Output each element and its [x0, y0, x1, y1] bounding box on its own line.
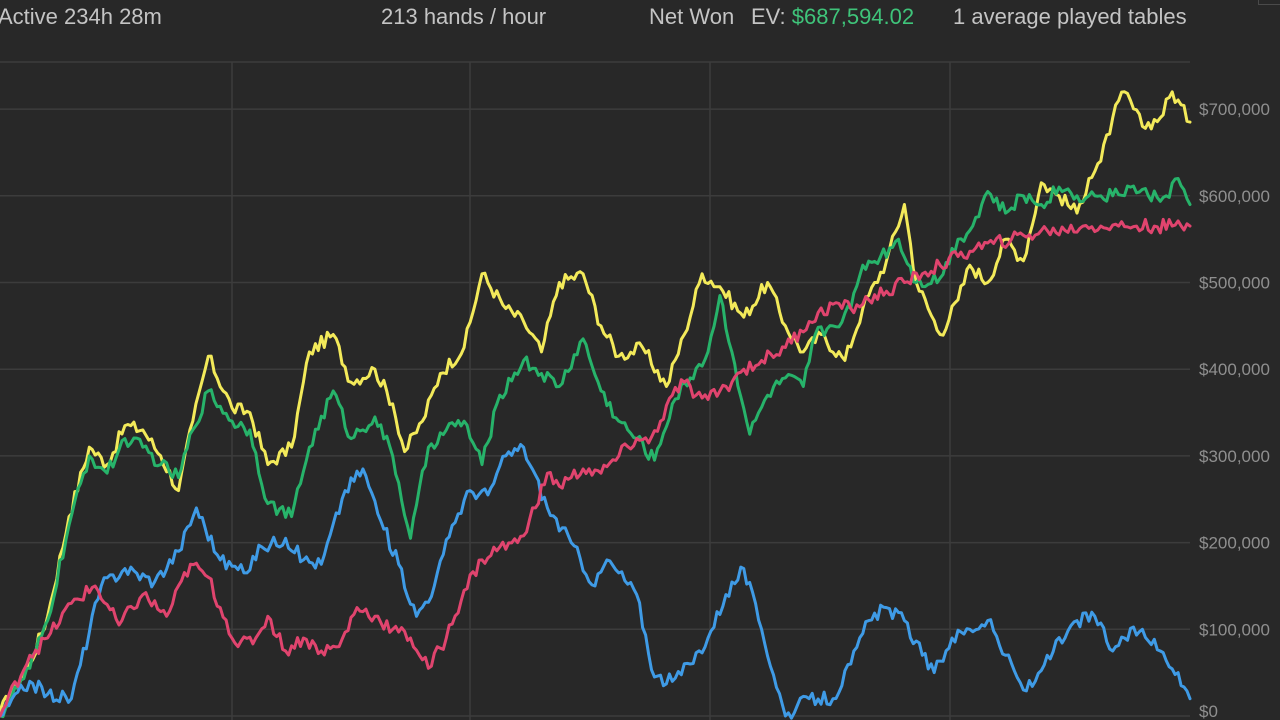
ev-summary: EV: $687,594.02	[751, 4, 914, 30]
y-tick-label: $0	[1199, 702, 1218, 720]
series-line-2	[0, 177, 1192, 719]
y-tick-label: $400,000	[1199, 360, 1270, 379]
ev-value: $687,594.02	[791, 4, 915, 29]
y-tick-label: $300,000	[1199, 447, 1270, 466]
y-tick-label: $200,000	[1199, 534, 1270, 553]
series-layer	[0, 90, 1192, 720]
y-tick-label: $100,000	[1199, 620, 1270, 639]
average-tables: 1 average played tables	[953, 4, 1187, 29]
grid-layer	[0, 61, 1190, 720]
y-tick-label: $500,000	[1199, 274, 1270, 293]
series-line-1	[0, 90, 1192, 714]
series-line-3	[0, 443, 1192, 720]
active-time: Active 234h 28m	[0, 4, 162, 29]
net-won-label: Net Won	[649, 4, 735, 29]
y-tick-label: $600,000	[1199, 187, 1270, 206]
window-corner	[1258, 0, 1280, 5]
y-tick-label: $700,000	[1199, 100, 1270, 119]
hands-per-hour: 213 hands / hour	[381, 4, 547, 29]
stats-header: Active 234h 28m 213 hands / hour Net Won…	[0, 0, 1280, 40]
series-line-4	[0, 217, 1192, 718]
y-axis-ticks: $0 $100,000 $200,000 $300,000 $400,000 $500,0…	[1199, 100, 1270, 720]
ev-label: EV:	[751, 4, 786, 29]
